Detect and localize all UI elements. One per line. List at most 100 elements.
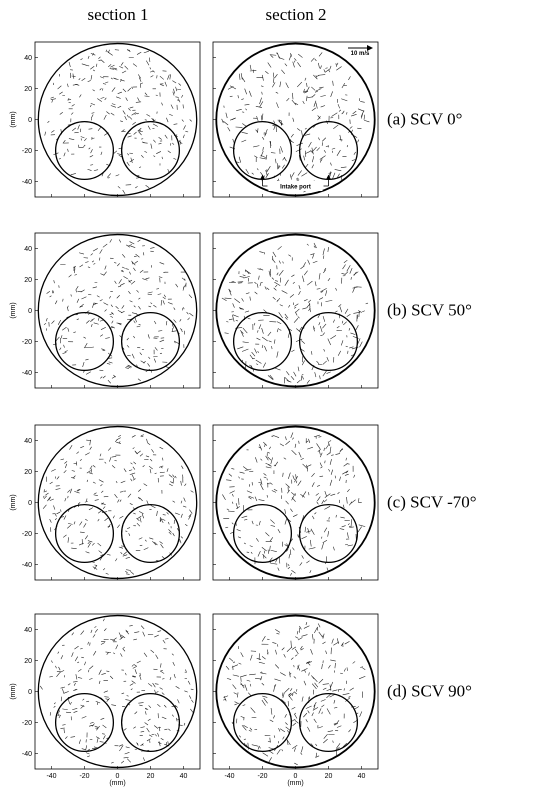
velocity-vector [68, 138, 75, 140]
velocity-vector [43, 495, 47, 499]
velocity-vector [93, 322, 99, 325]
velocity-vector [242, 704, 246, 706]
velocity-vector [94, 564, 97, 566]
velocity-vector [57, 319, 61, 325]
velocity-vector [187, 317, 190, 321]
velocity-vector [264, 286, 267, 290]
velocity-vector [92, 286, 98, 289]
y-tick-label: 0 [28, 500, 32, 507]
velocity-vector [303, 262, 306, 267]
velocity-vector [325, 290, 328, 296]
velocity-vector [133, 512, 136, 515]
velocity-vector [155, 654, 159, 659]
velocity-vector [146, 60, 150, 66]
y-tick-label: -40 [22, 179, 32, 186]
velocity-vector [262, 362, 266, 368]
velocity-vector [272, 296, 276, 300]
velocity-vector [278, 312, 283, 319]
velocity-vector [141, 743, 144, 746]
velocity-vector [291, 449, 297, 456]
velocity-vector [109, 675, 114, 680]
velocity-vector [255, 538, 259, 542]
velocity-vector [343, 321, 347, 326]
velocity-vector [261, 671, 263, 674]
velocity-vector [293, 60, 296, 63]
velocity-vector [325, 443, 330, 450]
velocity-vector [291, 172, 295, 178]
velocity-vector [150, 649, 155, 654]
velocity-vector [77, 661, 80, 664]
velocity-vector [63, 515, 67, 520]
velocity-vector [255, 359, 262, 364]
velocity-vector [285, 483, 290, 488]
velocity-vector [346, 313, 351, 317]
velocity-vector [362, 310, 365, 313]
velocity-vector [102, 243, 108, 248]
velocity-vector [116, 295, 120, 299]
velocity-vector [104, 309, 107, 312]
velocity-vector [328, 172, 331, 174]
velocity-vector [112, 637, 117, 641]
velocity-vector [172, 532, 175, 537]
row-label: (c) SCV -70° [387, 493, 477, 512]
velocity-vector [267, 331, 272, 337]
velocity-vector [337, 350, 342, 356]
velocity-vector [85, 358, 89, 361]
velocity-vector [342, 693, 350, 696]
velocity-vector [107, 51, 110, 54]
velocity-vector [150, 75, 154, 78]
velocity-vector [272, 642, 277, 644]
velocity-vector [353, 271, 357, 276]
velocity-vector [241, 132, 248, 134]
velocity-vector [129, 625, 133, 627]
velocity-vector [357, 526, 362, 533]
velocity-vector [305, 622, 308, 626]
velocity-vector [249, 683, 252, 687]
velocity-vector [84, 661, 86, 666]
valve-circle [120, 503, 181, 564]
velocity-vector [246, 490, 253, 494]
velocity-vector [301, 696, 304, 702]
velocity-vector [58, 158, 61, 160]
valve-circle [54, 503, 115, 564]
velocity-vector [159, 687, 163, 690]
velocity-vector [307, 710, 310, 714]
velocity-vector [342, 504, 345, 509]
velocity-vector [244, 88, 247, 95]
velocity-vector [274, 281, 281, 286]
velocity-vector [131, 86, 133, 90]
velocity-vector [120, 760, 125, 764]
velocity-vector [72, 73, 75, 79]
velocity-vector [181, 465, 184, 469]
velocity-vector [96, 295, 100, 298]
velocity-vector [152, 70, 155, 73]
velocity-vector [329, 458, 332, 465]
velocity-vector [263, 550, 266, 554]
velocity-vector [169, 113, 173, 116]
velocity-vector [317, 726, 323, 729]
y-tick-label: 20 [24, 658, 32, 665]
velocity-vector [287, 332, 290, 338]
velocity-vector [131, 112, 136, 116]
velocity-vector [273, 684, 276, 692]
velocity-vector [99, 741, 104, 743]
velocity-vector [100, 273, 105, 276]
velocity-vector [320, 291, 324, 293]
velocity-vector [334, 169, 342, 172]
vector-field [39, 618, 194, 764]
velocity-vector [126, 49, 131, 52]
velocity-vector [180, 480, 182, 486]
velocity-vector [258, 499, 265, 501]
velocity-vector [140, 625, 145, 630]
velocity-vector [154, 472, 157, 474]
velocity-vector [256, 337, 261, 341]
velocity-vector [168, 483, 173, 487]
velocity-vector [316, 755, 320, 758]
velocity-vector [166, 468, 169, 472]
velocity-vector [284, 508, 286, 514]
velocity-vector [268, 757, 272, 763]
velocity-vector [73, 331, 76, 334]
velocity-vector [162, 457, 164, 461]
velocity-vector [290, 549, 292, 555]
velocity-vector [90, 320, 93, 322]
